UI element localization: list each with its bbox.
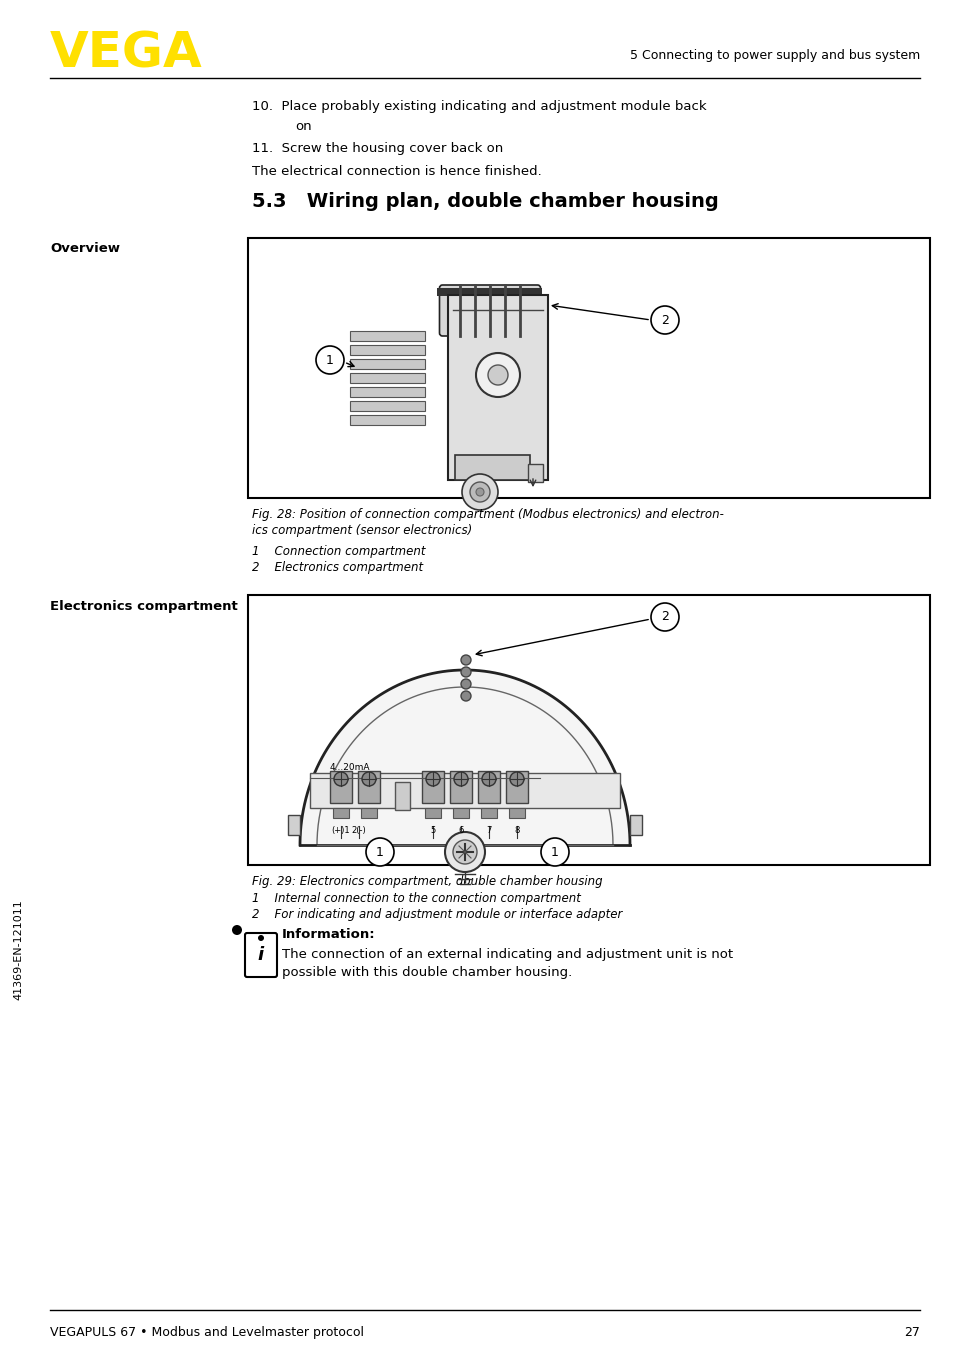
Text: Overview: Overview	[50, 242, 120, 255]
Text: on: on	[294, 121, 312, 133]
Text: 2(-): 2(-)	[352, 826, 366, 835]
Bar	[310, 773, 619, 808]
Text: The connection of an external indicating and adjustment unit is not: The connection of an external indicating…	[282, 948, 732, 961]
Text: 2: 2	[660, 314, 668, 326]
Text: 1: 1	[551, 845, 558, 858]
Circle shape	[257, 936, 264, 941]
Bar	[455, 455, 530, 481]
Text: 5 Connecting to power supply and bus system: 5 Connecting to power supply and bus sys…	[629, 49, 919, 62]
Bar	[360, 808, 376, 818]
Text: (+)1: (+)1	[332, 826, 350, 835]
Bar	[350, 345, 424, 355]
Text: 10.  Place probably existing indicating and adjustment module back: 10. Place probably existing indicating a…	[252, 100, 706, 112]
Circle shape	[361, 772, 375, 787]
Bar	[424, 808, 440, 818]
Bar	[421, 770, 443, 803]
Polygon shape	[299, 670, 629, 845]
Circle shape	[444, 831, 484, 872]
Bar	[477, 770, 499, 803]
Text: 1: 1	[326, 353, 334, 367]
Circle shape	[540, 838, 568, 867]
Circle shape	[232, 925, 242, 936]
Circle shape	[476, 487, 483, 496]
Circle shape	[481, 772, 496, 787]
Bar	[527, 464, 542, 482]
Bar	[509, 808, 524, 818]
Bar	[330, 770, 352, 803]
Circle shape	[488, 366, 507, 385]
Text: 7: 7	[486, 826, 491, 835]
Circle shape	[315, 347, 344, 374]
Text: Information:: Information:	[282, 927, 375, 941]
FancyBboxPatch shape	[439, 284, 540, 336]
Text: 5.3   Wiring plan, double chamber housing: 5.3 Wiring plan, double chamber housing	[252, 192, 718, 211]
Circle shape	[460, 655, 471, 665]
Bar	[357, 770, 379, 803]
Bar	[505, 770, 527, 803]
Text: 2    For indicating and adjustment module or interface adapter: 2 For indicating and adjustment module o…	[252, 909, 621, 921]
Bar	[437, 288, 542, 297]
Text: Fig. 29: Electronics compartment, double chamber housing: Fig. 29: Electronics compartment, double…	[252, 875, 602, 888]
Circle shape	[426, 772, 439, 787]
Text: possible with this double chamber housing.: possible with this double chamber housin…	[282, 965, 572, 979]
Text: Electronics compartment: Electronics compartment	[50, 600, 237, 613]
Bar	[350, 414, 424, 425]
Text: 1    Internal connection to the connection compartment: 1 Internal connection to the connection …	[252, 892, 580, 904]
Circle shape	[510, 772, 523, 787]
Circle shape	[461, 474, 497, 510]
Text: 4...20mA: 4...20mA	[330, 764, 370, 772]
Bar	[448, 295, 547, 481]
Text: 2    Electronics compartment: 2 Electronics compartment	[252, 561, 423, 574]
Bar	[248, 594, 929, 865]
Text: 1    Connection compartment: 1 Connection compartment	[252, 546, 425, 558]
Text: VEGAPULS 67 • Modbus and Levelmaster protocol: VEGAPULS 67 • Modbus and Levelmaster pro…	[50, 1326, 364, 1339]
Circle shape	[453, 839, 476, 864]
FancyBboxPatch shape	[245, 933, 276, 978]
Bar	[288, 815, 299, 835]
Bar	[248, 238, 929, 498]
Text: 41369-EN-121011: 41369-EN-121011	[13, 899, 23, 1001]
Text: 27: 27	[903, 1326, 919, 1339]
Text: 8: 8	[514, 826, 519, 835]
Text: VEGA: VEGA	[50, 30, 203, 79]
Bar	[350, 330, 424, 341]
Bar	[350, 359, 424, 370]
Text: ics compartment (sensor electronics): ics compartment (sensor electronics)	[252, 524, 472, 538]
Text: i: i	[257, 946, 264, 964]
Circle shape	[460, 668, 471, 677]
Bar	[350, 401, 424, 412]
Bar	[453, 808, 469, 818]
Bar	[480, 808, 497, 818]
Text: 6: 6	[457, 826, 463, 835]
Bar	[395, 783, 410, 810]
Circle shape	[460, 678, 471, 689]
Bar	[629, 815, 641, 835]
Circle shape	[650, 306, 679, 334]
Bar	[450, 770, 472, 803]
Bar	[350, 387, 424, 397]
Circle shape	[476, 353, 519, 397]
Circle shape	[334, 772, 348, 787]
Text: 11.  Screw the housing cover back on: 11. Screw the housing cover back on	[252, 142, 503, 154]
Bar	[333, 808, 349, 818]
Text: Fig. 28: Position of connection compartment (Modbus electronics) and electron-: Fig. 28: Position of connection compartm…	[252, 508, 723, 521]
Circle shape	[454, 772, 468, 787]
Text: The electrical connection is hence finished.: The electrical connection is hence finis…	[252, 165, 541, 177]
Circle shape	[460, 691, 471, 701]
Text: 1: 1	[375, 845, 383, 858]
Bar	[350, 372, 424, 383]
Text: 5: 5	[430, 826, 436, 835]
Circle shape	[470, 482, 490, 502]
Text: 2: 2	[660, 611, 668, 623]
Circle shape	[366, 838, 394, 867]
Circle shape	[650, 603, 679, 631]
